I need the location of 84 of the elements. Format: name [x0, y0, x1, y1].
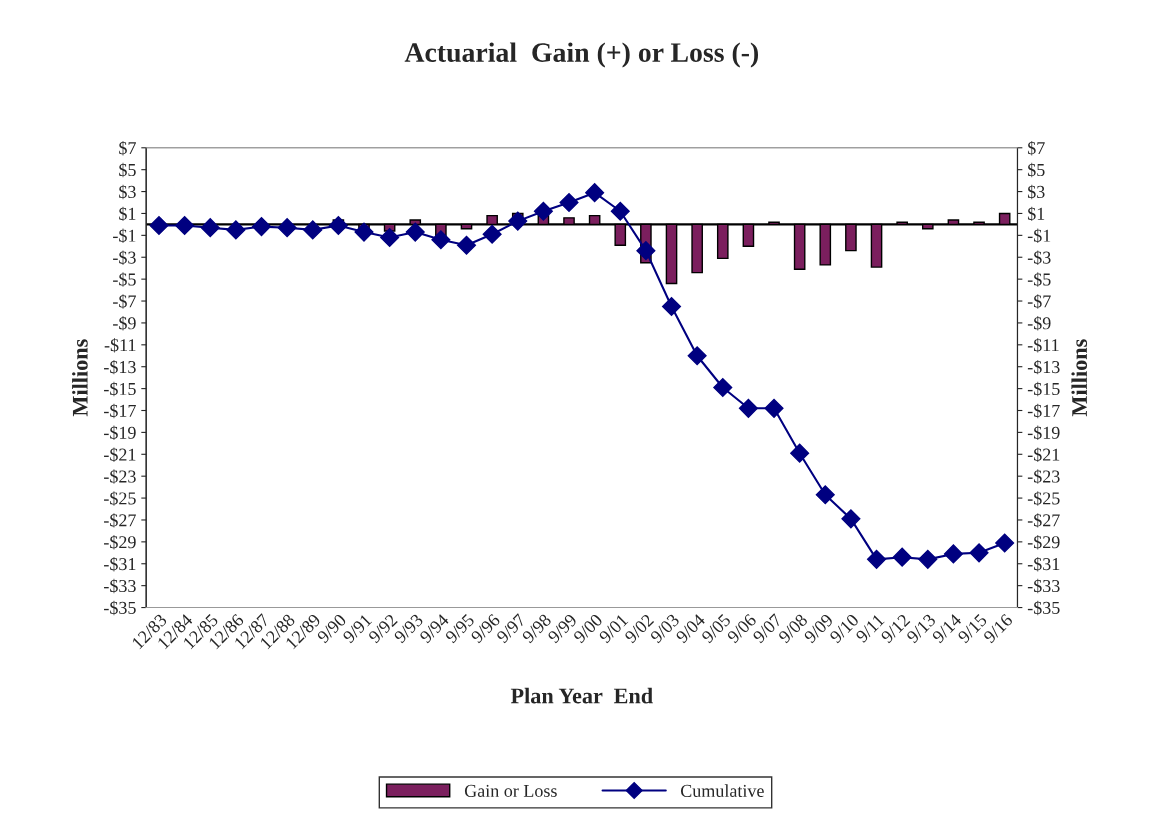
point: [303, 220, 323, 240]
y2-tick-label: -$13: [1027, 359, 1060, 375]
point: [585, 183, 605, 203]
y2-tick-label: $5: [1027, 162, 1045, 178]
legend-label: Gain or Loss: [464, 784, 557, 797]
y2-tick-label: -$17: [1027, 403, 1060, 419]
point: [405, 222, 425, 242]
point: [200, 218, 220, 238]
y-tick-label: -$25: [104, 491, 136, 506]
point: [380, 228, 400, 248]
y-tick-label: -$15: [104, 381, 136, 397]
y-tick-label: -$33: [104, 578, 136, 594]
point: [149, 215, 169, 236]
point: [867, 549, 887, 569]
y-tick-label: -$1: [113, 228, 136, 243]
y-tick-label: -$31: [104, 556, 136, 572]
y-tick-label: $7: [119, 140, 136, 156]
y2-tick-label: -$1: [1027, 228, 1051, 243]
y2-tick-label: -$23: [1027, 469, 1060, 484]
y2-tick-label: -$35: [1027, 600, 1060, 616]
y-tick-label: -$3: [113, 250, 136, 265]
y2-tick-label: -$21: [1027, 447, 1060, 462]
point: [533, 201, 553, 221]
point: [559, 192, 579, 213]
point: [892, 547, 912, 567]
point: [713, 377, 733, 398]
y-tick-label: $3: [119, 184, 136, 200]
y2-tick-label: -$25: [1027, 491, 1060, 506]
point: [508, 211, 528, 231]
y2-tick-label: $7: [1027, 140, 1045, 156]
y-tick-label: $1: [119, 206, 136, 222]
legend-label: Cumulative: [680, 784, 764, 797]
point: [175, 215, 195, 236]
point: [943, 544, 963, 564]
y2-tick-label: -$33: [1027, 578, 1060, 594]
y2-tick-label: -$9: [1027, 316, 1051, 331]
y2-tick-label: $3: [1027, 184, 1045, 200]
point: [687, 346, 707, 366]
y-tick-label: -$23: [104, 469, 136, 484]
y2-tick-label: $1: [1027, 206, 1045, 222]
y2-tick-label: -$19: [1027, 425, 1060, 441]
y2-tick-label: -$3: [1027, 250, 1051, 265]
point: [815, 485, 835, 505]
point: [482, 224, 502, 244]
point: [456, 235, 477, 255]
y-tick-label: -$21: [104, 447, 136, 462]
point: [636, 241, 656, 261]
y2-axis-title: Millions: [1071, 339, 1088, 417]
y2-tick-label: -$31: [1027, 556, 1060, 572]
y2-tick-label: -$11: [1027, 338, 1059, 353]
point: [841, 509, 861, 529]
y2-tick-label: -$7: [1027, 294, 1051, 309]
y2-tick-label: -$5: [1027, 272, 1051, 287]
point: [764, 398, 784, 418]
y-tick-label: -$19: [104, 425, 136, 441]
point: [610, 201, 630, 221]
y-tick-label: -$13: [104, 359, 136, 375]
y2-tick-label: -$15: [1027, 381, 1060, 397]
y-tick-label: -$29: [104, 535, 136, 550]
chart-title: Actuarial Gain (+) or Loss (-): [404, 42, 759, 68]
point: [431, 230, 451, 250]
point: [918, 549, 938, 569]
y-tick-label: -$5: [113, 272, 136, 287]
y-axis-title: Millions: [72, 339, 88, 417]
point: [738, 398, 758, 418]
x-axis-title: Plan Year End: [510, 687, 653, 704]
point: [328, 215, 348, 236]
y-tick-label: $5: [119, 162, 136, 178]
y-tick-label: -$35: [104, 600, 136, 616]
y-tick-label: -$9: [113, 316, 136, 331]
y-tick-label: -$11: [104, 338, 136, 353]
y-tick-label: -$27: [104, 513, 136, 528]
point: [354, 222, 374, 242]
y2-tick-label: -$27: [1027, 513, 1060, 528]
point: [251, 217, 272, 237]
point: [969, 543, 989, 563]
y2-tick-label: -$29: [1027, 535, 1060, 550]
point: [790, 443, 810, 463]
y-tick-label: -$7: [113, 294, 136, 309]
point: [277, 218, 297, 238]
point: [661, 296, 682, 317]
y-tick-label: -$17: [104, 403, 136, 419]
point: [995, 533, 1015, 553]
point: [226, 220, 246, 240]
